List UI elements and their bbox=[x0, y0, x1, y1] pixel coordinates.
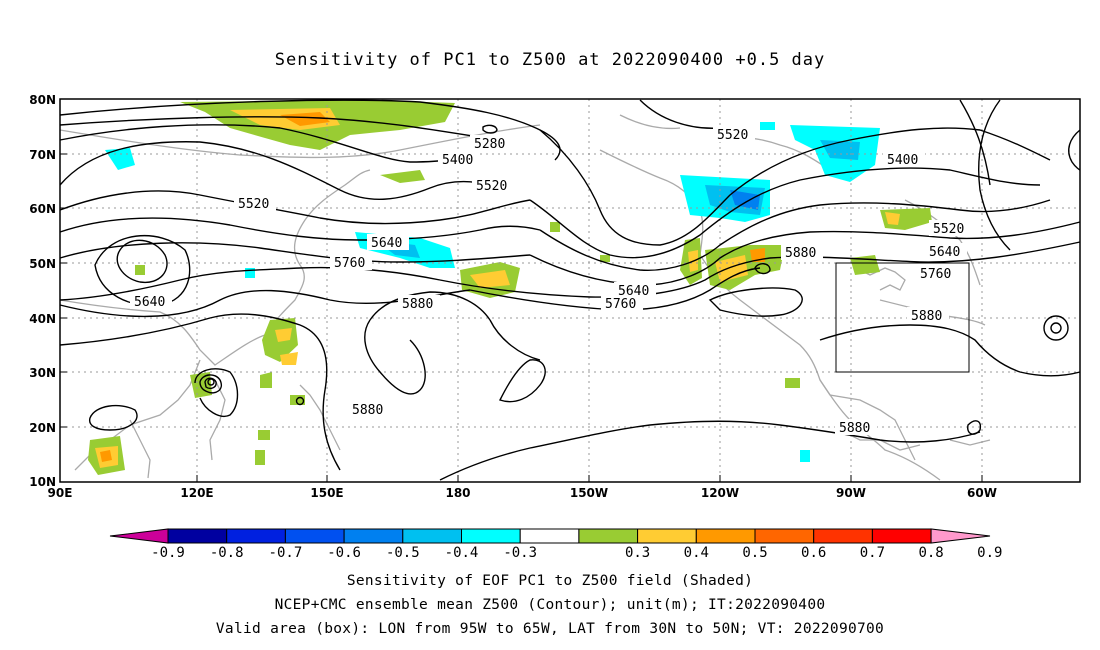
caption-line-1: Sensitivity of EOF PC1 to Z500 field (Sh… bbox=[346, 573, 754, 589]
shaded-sensitivity bbox=[88, 100, 932, 475]
contour-label: 5520 bbox=[717, 128, 748, 143]
map-background bbox=[60, 99, 1080, 482]
colorbar: -0.9 -0.8 -0.7 -0.6 -0.5 -0.4 -0.3 0.3 0.4 0.5 0.6… bbox=[109, 528, 1002, 561]
colorbar-swatch bbox=[519, 528, 580, 544]
chart-title: Sensitivity of PC1 to Z500 at 2022090400… bbox=[274, 50, 826, 70]
lat-label: 60N bbox=[29, 202, 56, 216]
colorbar-swatch bbox=[167, 528, 228, 544]
lon-label: 120E bbox=[180, 486, 213, 500]
colorbar-tick-label: 0.3 bbox=[625, 545, 650, 561]
lon-label: 90E bbox=[48, 486, 73, 500]
colorbar-tick-label: -0.6 bbox=[327, 545, 361, 561]
colorbar-high-end bbox=[930, 528, 991, 544]
colorbar-swatch bbox=[637, 528, 697, 544]
contour-label: 5880 bbox=[785, 246, 816, 261]
contour-label: 5640 bbox=[134, 295, 165, 310]
colorbar-swatch bbox=[578, 528, 639, 544]
colorbar-swatch bbox=[813, 528, 873, 544]
longitude-labels: 90E 120E 150E 180 150W 120W 90W 60W bbox=[48, 486, 997, 500]
colorbar-swatch bbox=[402, 528, 462, 544]
colorbar-tick-label: -0.3 bbox=[503, 545, 537, 561]
contour-label: 5280 bbox=[474, 137, 505, 152]
colorbar-swatch bbox=[284, 528, 345, 544]
colorbar-tick-label: -0.4 bbox=[445, 545, 479, 561]
lat-label: 50N bbox=[29, 257, 56, 271]
colorbar-tick-label: -0.8 bbox=[210, 545, 244, 561]
lat-label: 20N bbox=[29, 421, 56, 435]
lon-label: 150W bbox=[570, 486, 608, 500]
colorbar-tick-label: 0.5 bbox=[742, 545, 767, 561]
colorbar-tick-label: 0.8 bbox=[918, 545, 943, 561]
colorbar-swatch bbox=[343, 528, 404, 544]
contour-label: 5760 bbox=[920, 267, 951, 282]
contour-label: 5520 bbox=[933, 222, 964, 237]
contour-label: 5640 bbox=[929, 245, 960, 260]
colorbar-tick-label: 0.7 bbox=[860, 545, 885, 561]
map-frame bbox=[59, 98, 1081, 483]
lat-label: 10N bbox=[29, 475, 56, 489]
caption-line-3: Valid area (box): LON from 95W to 65W, L… bbox=[215, 621, 885, 637]
latitude-labels: 80N 70N 60N 50N 40N 30N 20N 10N bbox=[29, 93, 56, 489]
lat-label: 70N bbox=[29, 148, 56, 162]
lon-label: 150E bbox=[310, 486, 343, 500]
colorbar-tick-label: 0.9 bbox=[977, 545, 1002, 561]
lon-label: 60W bbox=[967, 486, 997, 500]
contour-label: 5880 bbox=[911, 309, 942, 324]
colorbar-tick-label: 0.4 bbox=[684, 545, 709, 561]
lon-label: 120W bbox=[701, 486, 739, 500]
contour-label: 5400 bbox=[887, 153, 918, 168]
valid-area-box bbox=[835, 262, 970, 373]
lat-label: 80N bbox=[29, 93, 56, 107]
colorbar-tick-label: 0.6 bbox=[801, 545, 826, 561]
lat-label: 40N bbox=[29, 312, 56, 326]
contour-label: 5520 bbox=[238, 197, 269, 212]
contour-label: 5880 bbox=[839, 421, 870, 436]
tick-marks bbox=[60, 98, 983, 483]
colorbar-tick-label: -0.9 bbox=[151, 545, 185, 561]
colorbar-swatch bbox=[695, 528, 756, 544]
contour-labels: 5280 5400 5520 5520 5640 5760 5640 5880 … bbox=[130, 126, 971, 436]
colorbar-swatch bbox=[226, 528, 286, 544]
contour-label: 5760 bbox=[334, 256, 365, 271]
colorbar-tick-label: -0.5 bbox=[386, 545, 420, 561]
colorbar-tick-label: -0.7 bbox=[269, 545, 303, 561]
colorbar-swatch bbox=[871, 528, 932, 544]
caption-line-2: NCEP+CMC ensemble mean Z500 (Contour); u… bbox=[274, 597, 826, 613]
lat-label: 30N bbox=[29, 366, 56, 380]
contour-label: 5640 bbox=[371, 236, 402, 251]
colorbar-swatch bbox=[754, 528, 815, 544]
contour-label: 5880 bbox=[402, 297, 433, 312]
contour-label: 5400 bbox=[442, 153, 473, 168]
colorbar-swatch bbox=[461, 528, 521, 544]
contour-label: 5880 bbox=[352, 403, 383, 418]
contour-label: 5520 bbox=[476, 179, 507, 194]
colorbar-low-end bbox=[109, 528, 169, 544]
lon-label: 90W bbox=[836, 486, 866, 500]
contour-label: 5760 bbox=[605, 297, 636, 312]
lon-label: 180 bbox=[445, 486, 470, 500]
